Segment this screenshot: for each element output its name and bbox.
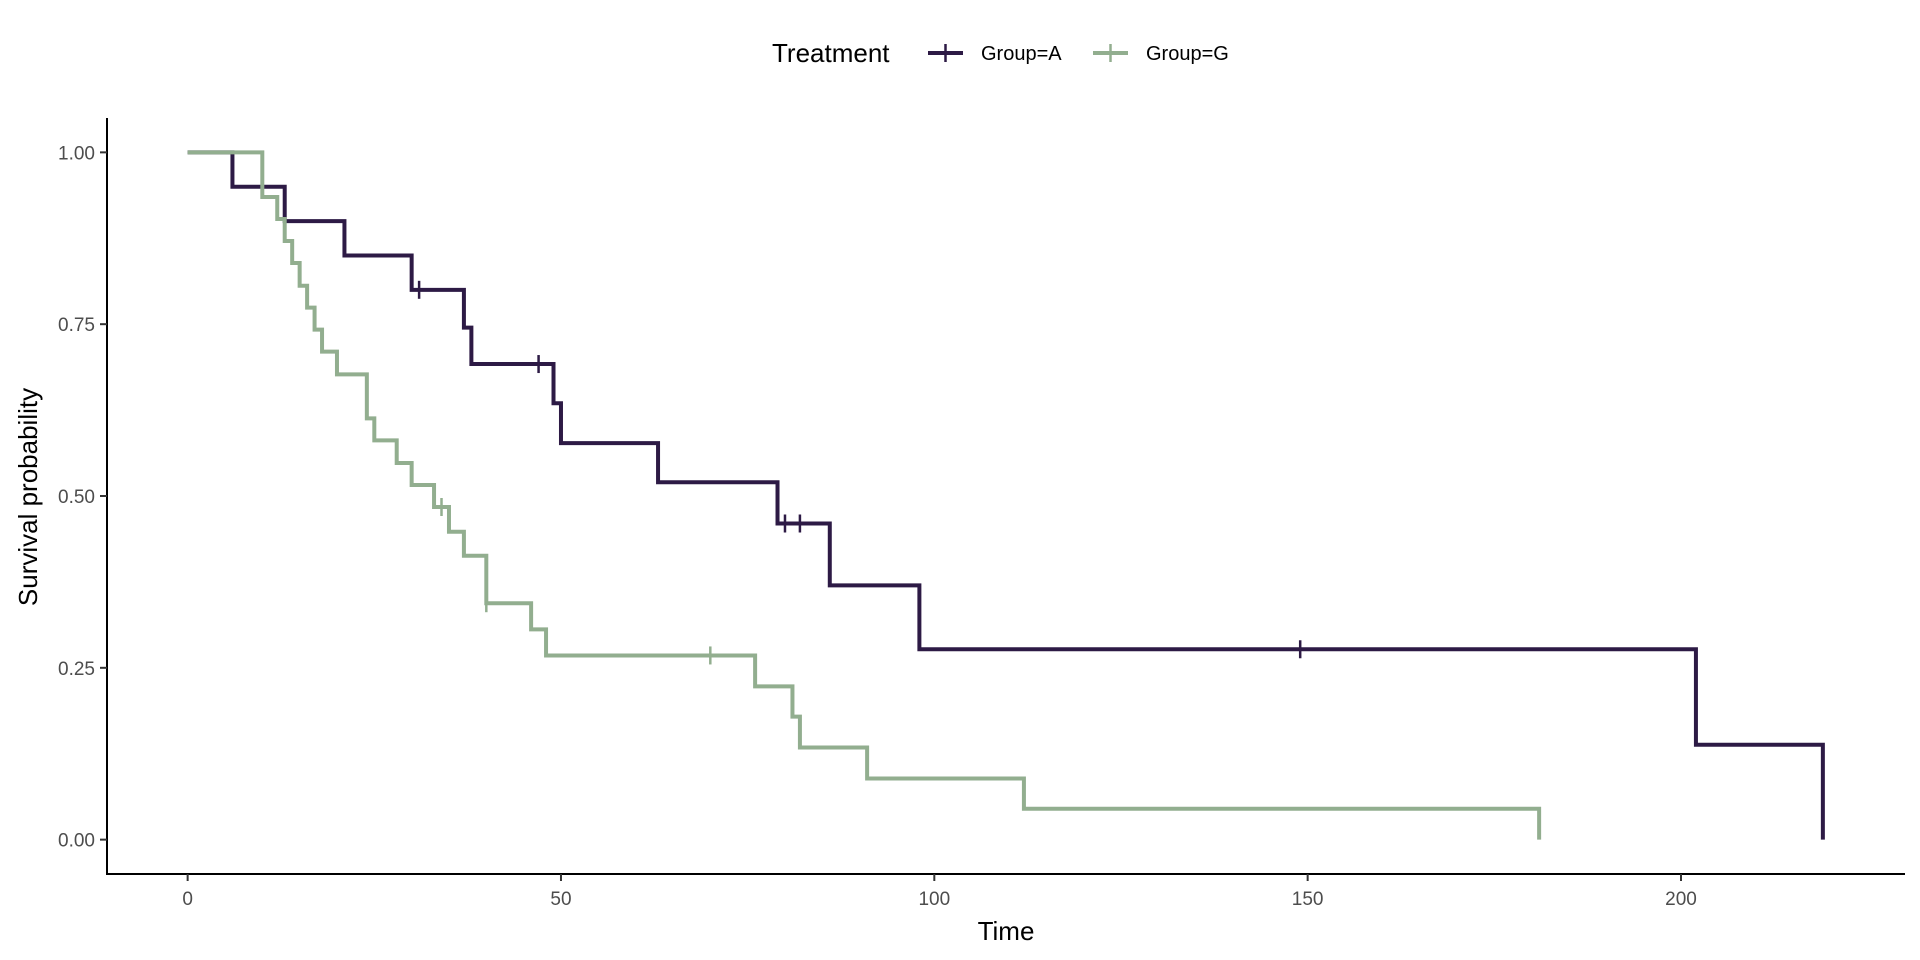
y-tick-label: 0.50 [58, 487, 95, 508]
x-tick-label: 150 [1292, 889, 1324, 910]
y-tick-label: 0.00 [58, 831, 95, 852]
y-tick-label: 0.75 [58, 315, 95, 336]
x-axis-title: Time [978, 916, 1035, 946]
legend: Treatment Group=A Group=G [772, 38, 1229, 68]
y-tick-label: 1.00 [58, 143, 95, 164]
legend-label-group-a: Group=A [981, 43, 1062, 65]
y-axis-title: Survival probability [13, 388, 43, 606]
survival-curve-group-g [187, 150, 1542, 840]
x-tick-label: 0 [182, 889, 193, 910]
survival-curve-group-a [187, 150, 1825, 840]
y-tick-label: 0.25 [58, 659, 95, 680]
series-layer [187, 150, 1825, 840]
x-tick-label: 50 [550, 889, 571, 910]
x-tick-label: 200 [1665, 889, 1697, 910]
x-tick-label: 100 [918, 889, 950, 910]
x-axis-ticks: 0 50 100 150 200 [182, 874, 1697, 910]
y-axis-ticks: 0.00 0.25 0.50 0.75 1.00 [58, 143, 107, 852]
legend-label-group-g: Group=G [1146, 43, 1229, 65]
legend-title: Treatment [772, 38, 890, 68]
